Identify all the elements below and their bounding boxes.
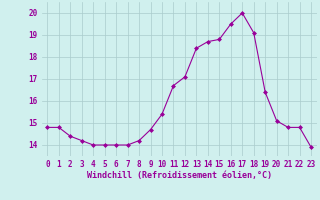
X-axis label: Windchill (Refroidissement éolien,°C): Windchill (Refroidissement éolien,°C) [87, 171, 272, 180]
